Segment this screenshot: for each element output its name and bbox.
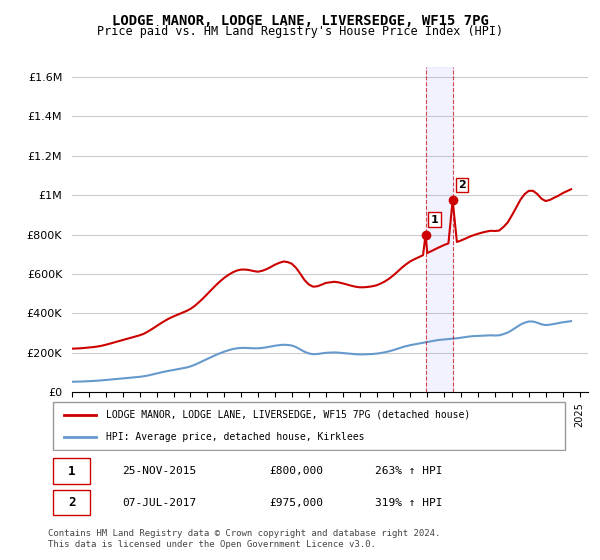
Text: 1: 1 bbox=[431, 214, 439, 225]
Text: 2: 2 bbox=[458, 180, 466, 190]
Bar bbox=[425, 67, 452, 392]
Text: HPI: Average price, detached house, Kirklees: HPI: Average price, detached house, Kirk… bbox=[106, 432, 365, 442]
Text: 2: 2 bbox=[68, 496, 76, 509]
Text: 25-NOV-2015: 25-NOV-2015 bbox=[122, 466, 196, 476]
Text: £800,000: £800,000 bbox=[270, 466, 324, 476]
Text: LODGE MANOR, LODGE LANE, LIVERSEDGE, WF15 7PG: LODGE MANOR, LODGE LANE, LIVERSEDGE, WF1… bbox=[112, 14, 488, 28]
FancyBboxPatch shape bbox=[53, 402, 565, 450]
Text: £975,000: £975,000 bbox=[270, 498, 324, 508]
Text: Contains HM Land Registry data © Crown copyright and database right 2024.
This d: Contains HM Land Registry data © Crown c… bbox=[48, 529, 440, 549]
Text: LODGE MANOR, LODGE LANE, LIVERSEDGE, WF15 7PG (detached house): LODGE MANOR, LODGE LANE, LIVERSEDGE, WF1… bbox=[106, 409, 470, 419]
Text: 07-JUL-2017: 07-JUL-2017 bbox=[122, 498, 196, 508]
Text: 1: 1 bbox=[68, 465, 76, 478]
Text: 319% ↑ HPI: 319% ↑ HPI bbox=[376, 498, 443, 508]
Text: Price paid vs. HM Land Registry's House Price Index (HPI): Price paid vs. HM Land Registry's House … bbox=[97, 25, 503, 38]
FancyBboxPatch shape bbox=[53, 490, 90, 515]
Text: 263% ↑ HPI: 263% ↑ HPI bbox=[376, 466, 443, 476]
FancyBboxPatch shape bbox=[53, 458, 90, 484]
